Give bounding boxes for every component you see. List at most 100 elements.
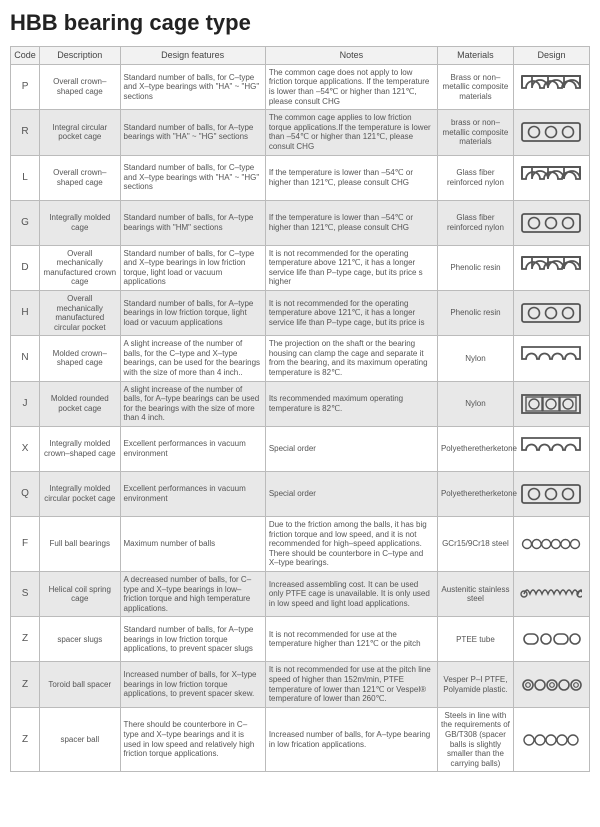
cell-code: N — [11, 336, 40, 381]
table-row: XIntegrally molded crown–shaped cageExce… — [11, 427, 590, 472]
cell-design — [513, 200, 589, 245]
table-row: DOverall mechanically manufactured crown… — [11, 245, 590, 290]
cell-feat: Standard number of balls, for C–type and… — [120, 64, 265, 109]
cell-notes: Special order — [265, 472, 437, 517]
cell-design — [513, 617, 589, 662]
cell-design — [513, 110, 589, 155]
cell-notes: It is not recommended for the operating … — [265, 245, 437, 290]
cell-desc: Integral circular pocket cage — [40, 110, 120, 155]
cell-design — [513, 381, 589, 426]
cell-design — [513, 427, 589, 472]
col-feat: Design features — [120, 47, 265, 65]
cell-notes: The common cage does not apply to low fr… — [265, 64, 437, 109]
cell-notes: Special order — [265, 427, 437, 472]
table-row: QIntegrally molded circular pocket cageE… — [11, 472, 590, 517]
table-row: FFull ball bearingsMaximum number of bal… — [11, 517, 590, 572]
table-row: SHelical coil spring cageA decreased num… — [11, 572, 590, 617]
cell-code: J — [11, 381, 40, 426]
cell-design — [513, 290, 589, 335]
cell-feat: Standard number of balls, for C–type and… — [120, 245, 265, 290]
table-row: JMolded rounded pocket cageA slight incr… — [11, 381, 590, 426]
cell-design — [513, 472, 589, 517]
table-row: Zspacer slugsStandard number of balls, f… — [11, 617, 590, 662]
cell-feat: There should be counterbore in C–type an… — [120, 707, 265, 772]
table-row: LOverall crown–shaped cageStandard numbe… — [11, 155, 590, 200]
cell-feat: A slight increase of the number of balls… — [120, 336, 265, 381]
cell-notes: It is not recommended for use at the tem… — [265, 617, 437, 662]
table-row: ZToroid ball spacerIncreased number of b… — [11, 662, 590, 707]
cell-notes: The projection on the shaft or the beari… — [265, 336, 437, 381]
cell-design — [513, 662, 589, 707]
cell-mat: PTEE tube — [437, 617, 513, 662]
cell-feat: Excellent performances in vacuum environ… — [120, 472, 265, 517]
col-desc: Description — [40, 47, 120, 65]
cell-mat: Phenolic resin — [437, 290, 513, 335]
cell-desc: Overall crown–shaped cage — [40, 155, 120, 200]
cell-design — [513, 245, 589, 290]
cell-desc: Overall mechanically manufactured circul… — [40, 290, 120, 335]
cell-feat: A slight increase of the number of balls… — [120, 381, 265, 426]
cell-desc: spacer slugs — [40, 617, 120, 662]
cell-notes: It is not recommended for use at the pit… — [265, 662, 437, 707]
cell-design — [513, 707, 589, 772]
cell-notes: If the temperature is lower than –54℃ or… — [265, 200, 437, 245]
cell-desc: Full ball bearings — [40, 517, 120, 572]
cell-feat: Standard number of balls, for A–type bea… — [120, 110, 265, 155]
cell-notes: If the temperature is lower than –54℃ or… — [265, 155, 437, 200]
cell-desc: Overall crown–shaped cage — [40, 64, 120, 109]
cell-design — [513, 64, 589, 109]
bearing-table: Code Description Design features Notes M… — [10, 46, 590, 772]
cell-desc: Integrally molded circular pocket cage — [40, 472, 120, 517]
cell-code: Z — [11, 707, 40, 772]
cell-mat: GCr15/9Cr18 steel — [437, 517, 513, 572]
cell-mat: Nylon — [437, 381, 513, 426]
cell-mat: Steels in line with the requirements of … — [437, 707, 513, 772]
table-row: HOverall mechanically manufactured circu… — [11, 290, 590, 335]
cell-desc: Molded crown–shaped cage — [40, 336, 120, 381]
cell-desc: Toroid ball spacer — [40, 662, 120, 707]
cell-design — [513, 336, 589, 381]
cell-desc: spacer ball — [40, 707, 120, 772]
cell-code: P — [11, 64, 40, 109]
cell-feat: Standard number of balls, for C–type and… — [120, 155, 265, 200]
col-code: Code — [11, 47, 40, 65]
table-row: Zspacer ballThere should be counterbore … — [11, 707, 590, 772]
table-row: NMolded crown–shaped cageA slight increa… — [11, 336, 590, 381]
cell-code: Q — [11, 472, 40, 517]
cell-desc: Molded rounded pocket cage — [40, 381, 120, 426]
cell-code: G — [11, 200, 40, 245]
cell-desc: Integrally molded cage — [40, 200, 120, 245]
cell-mat: Polyetheretherketone — [437, 472, 513, 517]
cell-feat: Standard number of balls, for A–type bea… — [120, 290, 265, 335]
cell-code: Z — [11, 662, 40, 707]
header-row: Code Description Design features Notes M… — [11, 47, 590, 65]
cell-mat: brass or non–metallic composite material… — [437, 110, 513, 155]
cell-feat: Maximum number of balls — [120, 517, 265, 572]
cell-mat: Glass fiber reinforced nylon — [437, 155, 513, 200]
cell-notes: Its recommended maximum operating temper… — [265, 381, 437, 426]
cell-feat: A decreased number of balls, for C–type … — [120, 572, 265, 617]
cell-code: D — [11, 245, 40, 290]
page-title: HBB bearing cage type — [10, 10, 590, 36]
cell-notes: Due to the friction among the balls, it … — [265, 517, 437, 572]
cell-feat: Increased number of balls, for X–type be… — [120, 662, 265, 707]
cell-code: R — [11, 110, 40, 155]
cell-notes: The common cage applies to low friction … — [265, 110, 437, 155]
cell-feat: Standard number of balls, for A–type bea… — [120, 200, 265, 245]
cell-design — [513, 572, 589, 617]
cell-mat: Nylon — [437, 336, 513, 381]
cell-feat: Standard number of balls, for A–type bea… — [120, 617, 265, 662]
cell-desc: Integrally molded crown–shaped cage — [40, 427, 120, 472]
cell-mat: Brass or non–metallic composite material… — [437, 64, 513, 109]
col-notes: Notes — [265, 47, 437, 65]
cell-feat: Excellent performances in vacuum environ… — [120, 427, 265, 472]
cell-code: F — [11, 517, 40, 572]
cell-notes: Increased assembling cost. It can be use… — [265, 572, 437, 617]
cell-design — [513, 155, 589, 200]
col-mat: Materials — [437, 47, 513, 65]
cell-mat: Austenitic stainless steel — [437, 572, 513, 617]
cell-code: S — [11, 572, 40, 617]
cell-desc: Helical coil spring cage — [40, 572, 120, 617]
cell-code: L — [11, 155, 40, 200]
cell-code: X — [11, 427, 40, 472]
